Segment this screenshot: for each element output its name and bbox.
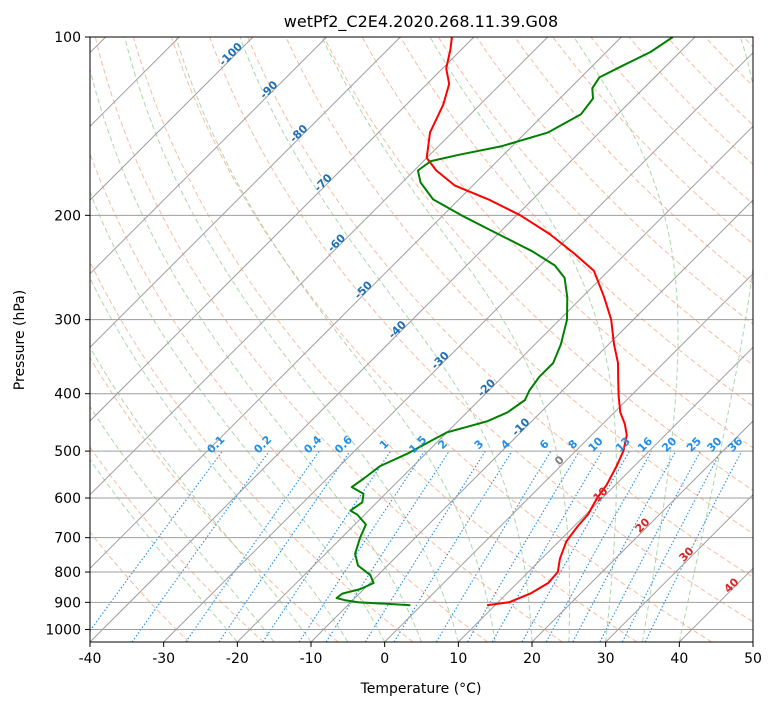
moist-adiabat — [90, 67, 422, 642]
y-tick-label: 600 — [54, 491, 81, 507]
mixing-ratio-line — [435, 450, 552, 642]
y-tick-label: 700 — [54, 531, 81, 547]
y-tick-label: 1000 — [45, 622, 81, 638]
x-tick-label: 50 — [744, 651, 762, 667]
temperature-line — [425, 37, 628, 607]
mixing-ratio-line — [185, 450, 320, 642]
x-axis-label: Temperature (°C) — [360, 681, 482, 697]
dry-adiabat — [285, 37, 753, 535]
chart-title: wetPf2_C2E4.2020.268.11.39.G08 — [284, 12, 558, 32]
dewpoint-line — [335, 37, 674, 607]
moist-adiabat — [429, 37, 617, 642]
mixing-ratio-line — [262, 450, 392, 642]
x-tick-label: -40 — [79, 651, 102, 667]
y-axis-label: Pressure (hPa) — [12, 290, 28, 390]
dry-adiabat — [90, 531, 190, 642]
isotherm — [90, 37, 622, 570]
mixing-ratio-line — [298, 450, 425, 642]
x-tick-label: 30 — [597, 651, 615, 667]
y-tick-label: 800 — [54, 565, 81, 581]
moist-adiabat — [124, 37, 459, 642]
mixing-ratio-line — [621, 450, 722, 642]
mixing-ratio-line — [218, 450, 351, 642]
isotherm — [163, 51, 753, 642]
isotherm — [605, 493, 753, 642]
dry-adiabat — [209, 37, 753, 623]
moist-adiabat — [90, 458, 238, 642]
x-tick-label: 20 — [523, 651, 541, 667]
dry-adiabat — [437, 37, 753, 366]
isotherm — [90, 37, 696, 642]
plot-frame — [89, 36, 754, 643]
isotherm — [90, 37, 328, 275]
moist-adiabat — [239, 37, 533, 642]
moist-adiabat — [90, 277, 349, 642]
mixing-ratio-line — [131, 450, 270, 642]
dry-adiabat — [476, 37, 753, 325]
dry-adiabat — [323, 37, 753, 491]
dry-adiabat — [399, 37, 753, 407]
moist-adiabat — [175, 37, 496, 642]
y-tick-label: 400 — [54, 387, 81, 403]
isotherm — [457, 346, 753, 642]
y-tick-label: 100 — [54, 30, 81, 46]
background-lines — [90, 37, 753, 642]
x-tick-label: -20 — [226, 651, 249, 667]
mixing-ratio-line — [325, 450, 450, 642]
mixing-ratio-line — [393, 450, 513, 642]
moist-adiabat — [678, 37, 753, 642]
plot-background — [90, 37, 753, 642]
x-tick-label: -10 — [300, 651, 323, 667]
moist-adiabat — [321, 37, 571, 642]
moist-adiabat — [90, 405, 275, 642]
dry-adiabat — [132, 37, 638, 642]
y-tick-label: 200 — [54, 208, 81, 224]
isotherm — [90, 37, 254, 201]
x-tick-label: -30 — [152, 651, 175, 667]
dry-adiabat — [94, 37, 563, 642]
x-tick-label: 40 — [670, 651, 688, 667]
x-tick-label: 10 — [449, 651, 467, 667]
mixing-ratio-line — [545, 450, 653, 642]
moist-adiabat — [90, 190, 386, 642]
mixing-ratio-line — [364, 450, 486, 642]
isotherm — [90, 37, 401, 349]
mixing-ratio-line — [90, 450, 223, 632]
isotherm — [752, 641, 753, 642]
y-tick-label: 900 — [54, 595, 81, 611]
mixing-ratio-line — [521, 450, 630, 642]
dry-adiabat — [552, 37, 753, 245]
mixing-ratio-line — [599, 450, 701, 642]
isotherm — [384, 272, 753, 642]
axes: -40 -30 -20 -10 0 10 20 30 40 50 100 200 300 400 500 60… — [45, 30, 762, 667]
y-tick-label: 300 — [54, 313, 81, 329]
mixing-ratio-line — [644, 450, 743, 642]
dry-adiabat — [90, 260, 414, 642]
sounding-profiles — [335, 37, 674, 607]
mixing-ratio-line — [572, 450, 677, 642]
isotherm — [531, 420, 753, 642]
dry-adiabat — [590, 37, 753, 205]
moist-adiabat — [573, 37, 679, 642]
isotherm — [236, 125, 753, 642]
isotherm — [90, 37, 475, 422]
y-tick-label: 500 — [54, 444, 81, 460]
isotherm — [90, 37, 549, 496]
x-tick-label: 0 — [380, 651, 389, 667]
dry-adiabat — [171, 37, 712, 642]
